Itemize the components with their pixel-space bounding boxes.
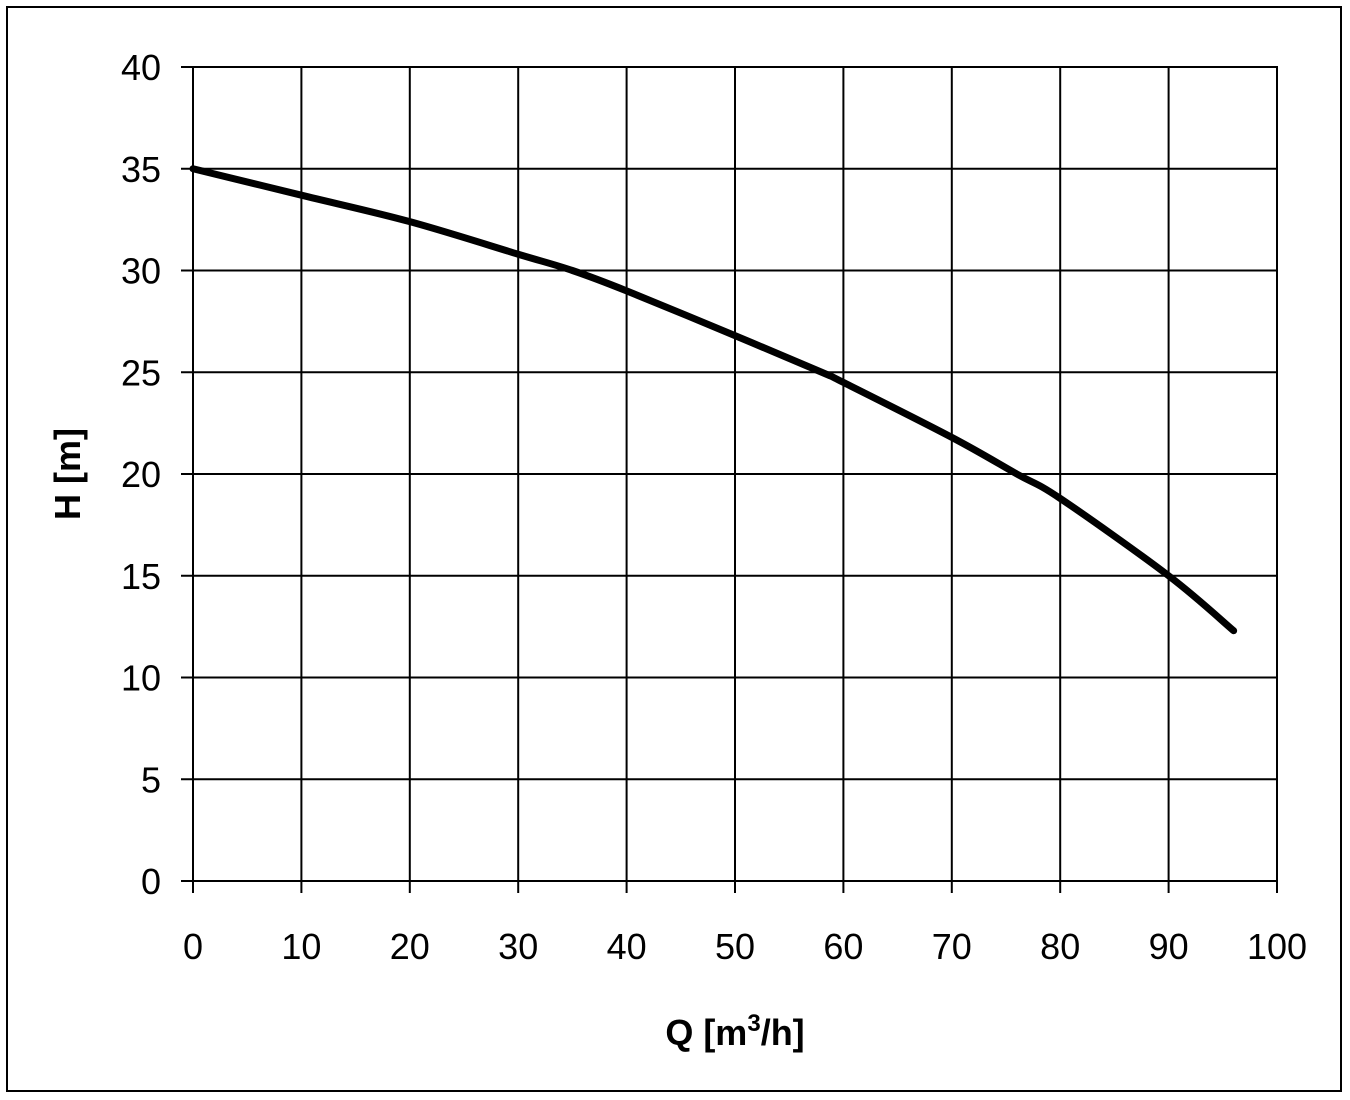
ticks: 0 5 10 15 20 25 30 35 40 0 10 20 30 40 50 60 70 80 90 100 xyxy=(121,47,1307,967)
y-axis-label: H [m] xyxy=(47,428,88,520)
y-tick-label: 10 xyxy=(121,658,161,699)
series-layer xyxy=(189,165,1238,635)
x-tick-label: 100 xyxy=(1247,926,1307,967)
grid xyxy=(192,66,1278,882)
x-tick-label: 90 xyxy=(1149,926,1189,967)
x-tick-label: 10 xyxy=(281,926,321,967)
x-axis-label-sup: 3 xyxy=(747,1010,760,1037)
x-tick-label: 0 xyxy=(183,926,203,967)
x-tick-label: 60 xyxy=(823,926,863,967)
x-axis-label-main: Q [m xyxy=(665,1012,747,1053)
y-tick-label: 40 xyxy=(121,47,161,88)
x-tick-label: 30 xyxy=(498,926,538,967)
y-tick-label: 5 xyxy=(141,759,161,800)
x-tick-label: 80 xyxy=(1040,926,1080,967)
x-tick-label: 20 xyxy=(390,926,430,967)
x-axis-label-suffix: /h] xyxy=(761,1012,805,1053)
y-tick-label: 15 xyxy=(121,556,161,597)
series-line xyxy=(189,165,1238,635)
x-axis-label: Q [m3/h] xyxy=(665,1010,804,1053)
y-tick-label: 35 xyxy=(121,149,161,190)
chart-frame xyxy=(6,6,1342,1092)
y-tick-label: 0 xyxy=(141,861,161,902)
x-tick-label: 70 xyxy=(932,926,972,967)
y-tick-label: 20 xyxy=(121,454,161,495)
y-tick-label: 25 xyxy=(121,352,161,393)
y-tick-label: 30 xyxy=(121,251,161,292)
x-tick-label: 40 xyxy=(607,926,647,967)
x-tick-label: 50 xyxy=(715,926,755,967)
